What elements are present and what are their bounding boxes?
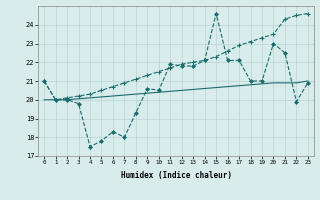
X-axis label: Humidex (Indice chaleur): Humidex (Indice chaleur): [121, 171, 231, 180]
